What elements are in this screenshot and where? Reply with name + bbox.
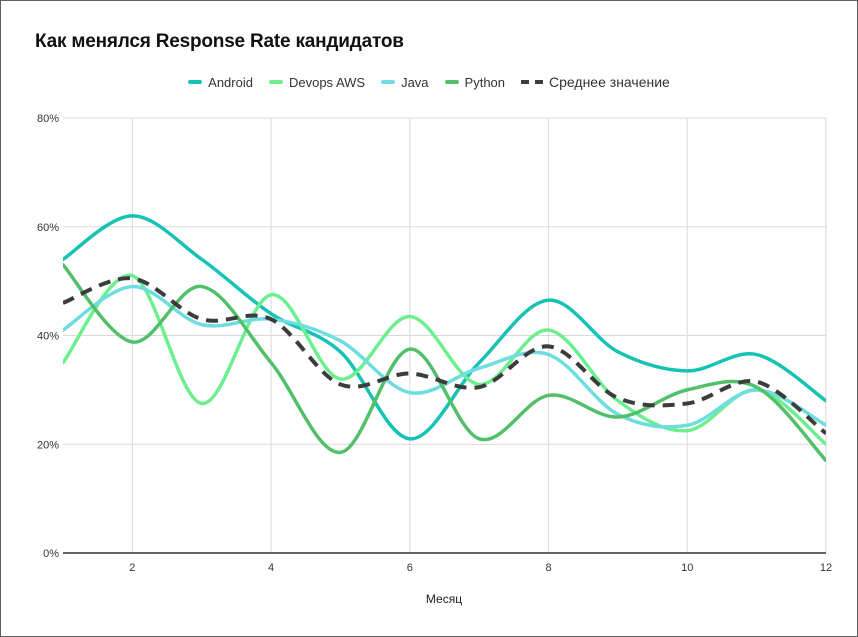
- chart-series: [63, 214, 826, 463]
- chart-legend: Android Devops AWS Java Python Среднее значе…: [0, 72, 858, 92]
- series-line-среднее-значение: [63, 276, 826, 435]
- y-tick-label: 80%: [37, 113, 59, 125]
- legend-item[interactable]: Java: [381, 74, 429, 90]
- series-line-android: [63, 214, 826, 441]
- legend-item[interactable]: Среднее значение: [521, 74, 670, 90]
- legend-swatch: [188, 80, 203, 84]
- legend-swatch: [521, 80, 544, 84]
- x-axis-label: Месяц: [426, 592, 462, 606]
- y-tick-label: 40%: [37, 331, 59, 343]
- x-tick-label: 6: [407, 562, 413, 574]
- legend-label: Python: [464, 74, 506, 90]
- x-tick-label: 4: [268, 562, 274, 574]
- y-tick-label: 0%: [43, 548, 59, 560]
- legend-label: Среднее значение: [549, 74, 670, 90]
- series-line-python: [63, 263, 826, 463]
- legend-item[interactable]: Python: [444, 74, 506, 90]
- y-tick-label: 20%: [37, 439, 59, 451]
- legend-label: Devops AWS: [288, 74, 366, 90]
- chart-title: Как менялся Response Rate кандидатов: [35, 31, 404, 52]
- legend-swatch: [444, 80, 459, 84]
- legend-item[interactable]: Android: [188, 75, 253, 90]
- series-line-devops-aws: [63, 273, 826, 446]
- x-tick-label: 8: [545, 562, 551, 574]
- legend-item[interactable]: Devops AWS: [268, 74, 366, 90]
- legend-swatch: [268, 80, 283, 84]
- legend-label: Android: [208, 74, 253, 90]
- chart-axes: 0% 20% 40% 60% 80% 2 4 6 8 10 12: [37, 113, 832, 574]
- legend-swatch: [381, 80, 396, 84]
- chart-grid: [63, 117, 827, 554]
- x-tick-label: 2: [129, 562, 135, 574]
- x-tick-label: 12: [820, 562, 832, 574]
- series-line-java: [63, 284, 826, 429]
- legend-label: Java: [401, 74, 429, 90]
- y-tick-label: 60%: [37, 222, 59, 234]
- x-tick-label: 10: [681, 562, 693, 574]
